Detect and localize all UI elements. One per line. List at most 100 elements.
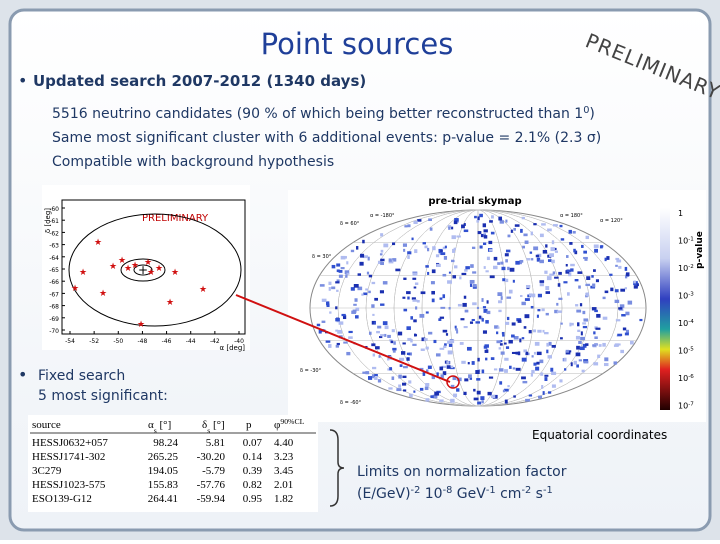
sky-pixel	[573, 248, 576, 253]
sky-pixel	[335, 281, 340, 284]
sky-pixel	[382, 321, 388, 326]
table-cell: 155.83	[148, 479, 179, 491]
sky-pixel	[392, 350, 396, 353]
event-star: ★	[144, 258, 152, 268]
sky-pixel	[467, 362, 470, 365]
sky-pixel	[565, 349, 569, 353]
sky-pixel	[373, 321, 376, 325]
sky-pixel	[519, 259, 524, 263]
text-base: Same most significant cluster with 6 add…	[52, 130, 601, 146]
sky-pixel	[505, 278, 509, 283]
sky-pixel	[392, 258, 397, 262]
sky-pixel	[504, 357, 509, 361]
sky-pixel	[374, 377, 378, 380]
sky-pixel	[569, 242, 573, 245]
sky-pixel	[413, 286, 417, 289]
sky-pixel	[377, 379, 382, 383]
text-base: 10	[678, 237, 688, 246]
sky-pixel	[414, 334, 418, 337]
sky-pixel	[463, 229, 469, 233]
sky-pixel	[570, 268, 574, 272]
sky-pixel	[382, 281, 388, 285]
text-base: 10	[678, 402, 688, 411]
sky-pixel	[624, 332, 629, 336]
sky-pixel	[602, 342, 606, 347]
sky-pixel	[533, 246, 539, 251]
sky-pixel	[567, 292, 570, 296]
sky-pixel	[402, 382, 407, 386]
colorbar	[660, 208, 670, 410]
sky-pixel	[435, 254, 440, 258]
sky-pixel	[429, 227, 433, 231]
superscript: -2	[411, 485, 421, 496]
sky-pixel	[435, 353, 441, 357]
sky-pixel	[540, 372, 544, 376]
sky-pixel	[481, 400, 484, 404]
text-base: p	[246, 419, 252, 431]
text-base: α	[148, 419, 154, 431]
sky-pixel	[409, 393, 413, 398]
sky-pixel	[581, 244, 584, 248]
sky-pixel	[533, 329, 537, 333]
sky-pixel	[560, 322, 563, 325]
sky-pixel	[523, 233, 528, 237]
sky-pixel	[465, 266, 470, 270]
sky-pixel	[496, 340, 501, 344]
table-cell: 3.23	[274, 451, 294, 463]
sub-line: 5516 neutrino candidates (90 % of which …	[52, 105, 595, 123]
sky-pixel	[406, 357, 410, 361]
sky-pixel	[329, 311, 332, 314]
sky-pixel	[528, 330, 532, 334]
sky-pixel	[537, 395, 543, 399]
sky-pixel	[456, 388, 460, 392]
sky-pixel	[365, 288, 369, 291]
sky-pixel	[509, 267, 515, 272]
table-cell: -59.94	[197, 493, 226, 505]
sky-pixel	[442, 294, 446, 299]
sky-pixel	[451, 259, 455, 263]
cluster-marker	[446, 375, 460, 389]
superscript: -7	[688, 402, 694, 408]
sky-pixel	[546, 342, 549, 347]
sky-pixel	[447, 225, 452, 228]
sky-pixel	[389, 367, 393, 371]
sky-pixel	[529, 251, 533, 254]
sky-pixel	[539, 280, 545, 283]
sky-pixel	[415, 306, 418, 310]
sky-pixel	[417, 219, 422, 222]
sky-pixel	[450, 365, 454, 369]
table-cell: 4.40	[274, 437, 294, 449]
table-cell: 0.39	[243, 465, 263, 477]
sky-pixel	[368, 331, 372, 335]
inset-y-tick: -70	[49, 328, 59, 335]
sky-pixel	[603, 362, 609, 367]
sky-pixel	[550, 247, 555, 252]
sky-pixel	[583, 360, 589, 364]
text-base: 10	[420, 486, 442, 502]
sky-pixel	[501, 266, 506, 271]
sky-pixel	[450, 367, 455, 370]
sky-pixel	[453, 220, 458, 225]
event-star: ★	[171, 268, 179, 278]
sky-pixel	[353, 284, 359, 288]
sky-pixel	[470, 264, 474, 268]
sky-pixel	[596, 313, 601, 318]
sky-pixel	[482, 330, 488, 334]
sky-pixel	[498, 216, 503, 221]
inset-x-tick: -46	[162, 338, 172, 345]
sky-pixel	[440, 249, 443, 252]
sky-pixel	[379, 290, 385, 294]
sky-pixel	[568, 229, 572, 234]
sky-pixel	[512, 279, 515, 283]
colorbar-tick: 10-3	[678, 292, 694, 301]
sky-pixel	[567, 350, 572, 353]
inset-y-tick: -68	[49, 304, 59, 311]
event-star: ★	[124, 264, 132, 274]
sky-pixel	[582, 310, 586, 315]
sky-pixel	[551, 384, 556, 388]
sky-pixel	[586, 292, 590, 297]
inset-y-tick: -64	[49, 255, 59, 262]
table-header: source	[32, 419, 61, 431]
bullet-text: 5 most significant:	[38, 388, 168, 404]
inset-ellipse	[68, 213, 242, 327]
